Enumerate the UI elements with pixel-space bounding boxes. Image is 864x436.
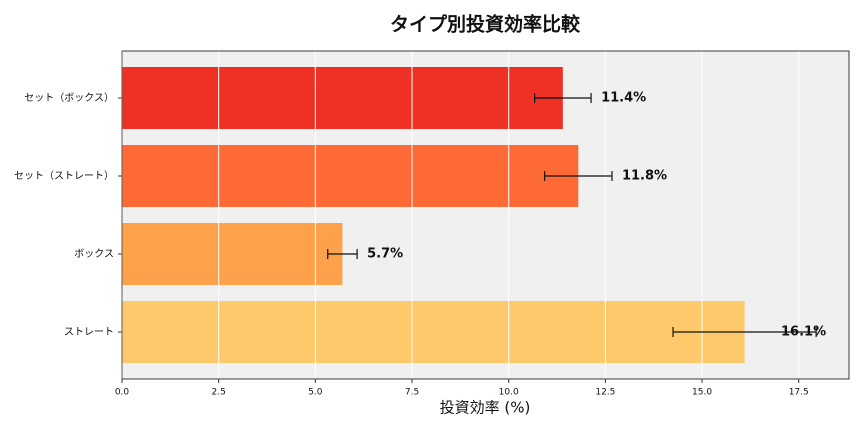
- x-tick-label: 15.0: [692, 388, 712, 398]
- bar: [122, 301, 745, 363]
- x-tick-label: 7.5: [405, 388, 419, 398]
- bar: [122, 67, 563, 129]
- y-tick-label: セット（ボックス）: [24, 92, 114, 104]
- bar: [122, 145, 579, 207]
- bar: [122, 223, 343, 285]
- x-tick-label: 2.5: [212, 388, 226, 398]
- value-label: 11.4%: [601, 91, 646, 106]
- value-label: 5.7%: [367, 247, 403, 262]
- value-label: 16.1%: [781, 325, 826, 340]
- y-tick-label: セット（ストレート）: [14, 170, 114, 182]
- y-tick-label: ボックス: [74, 248, 114, 260]
- plot-frame: [121, 50, 850, 380]
- x-tick-label: 10.0: [499, 388, 519, 398]
- value-label: 11.8%: [622, 169, 667, 184]
- x-tick-label: 12.5: [595, 388, 615, 398]
- x-tick-label: 5.0: [308, 388, 323, 398]
- x-axis-label: 投資効率 (%): [440, 399, 531, 417]
- chart-title: タイプ別投資効率比較: [390, 13, 581, 36]
- y-tick-label: ストレート: [64, 327, 114, 338]
- x-tick-label: 17.5: [789, 388, 809, 398]
- x-tick-label: 0.0: [115, 388, 130, 398]
